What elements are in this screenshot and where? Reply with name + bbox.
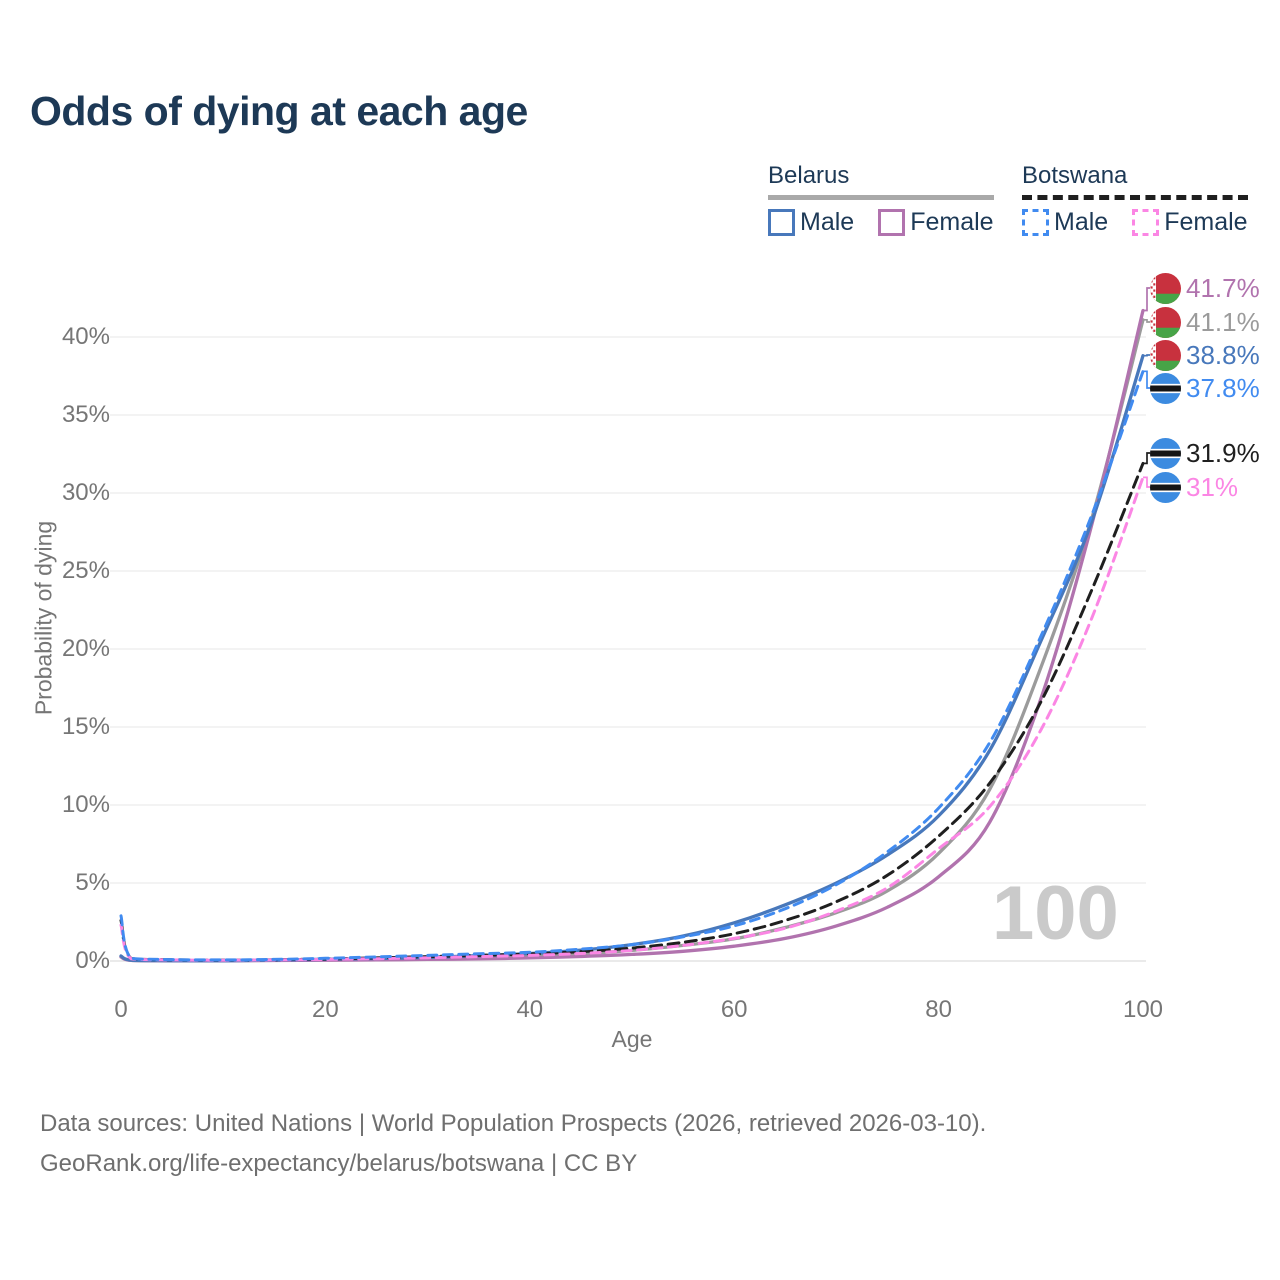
chart-title: Odds of dying at each age [30,88,528,134]
botswana-male-swatch-icon [1022,209,1049,236]
x-tick-label: 80 [925,996,952,1023]
end-label: 31% [1150,470,1238,504]
botswana-flag-icon [1150,471,1181,503]
series-line-belarus-both-sexes [119,318,1145,963]
legend-item-botswana-female[interactable]: Female [1132,208,1248,237]
legend-item-label: Female [910,208,994,236]
end-label-value: 41.1% [1186,306,1260,337]
end-label-connector [1143,318,1151,323]
belarus-female-swatch-icon [878,209,906,236]
end-label-connector [1143,287,1151,312]
legend-item-belarus-female[interactable]: Female [878,208,994,237]
botswana-flag-icon [1150,372,1181,404]
end-label-value: 38.8% [1186,339,1260,370]
hover-age-watermark: 100 [992,871,1119,956]
legend-item-label: Female [1164,208,1248,236]
footer-source-url: GeoRank.org/life-expectancy/belarus/bots… [40,1150,638,1177]
x-tick-label: 40 [516,996,544,1023]
belarus-flag-icon [1150,306,1181,338]
y-tick-label: 15% [61,713,110,740]
footer-data-sources: Data sources: United Nations | World Pop… [40,1110,987,1137]
series-line-botswana-male [119,369,1145,962]
belarus-flag-icon [1150,339,1181,371]
y-tick-label: 20% [61,635,110,662]
end-label-value: 37.8% [1186,372,1260,403]
y-tick-label: 30% [61,479,110,506]
end-label: 38.8% [1150,338,1260,372]
y-tick-label: 35% [61,401,110,428]
x-tick-label: 100 [1122,996,1164,1023]
y-tick-label: 40% [61,323,110,350]
legend-underline-botswana-dashed [1022,195,1248,200]
end-label-connector [1143,452,1151,465]
belarus-flag-icon [1150,272,1181,304]
end-label: 41.7% [1150,271,1260,305]
end-label: 31.9% [1150,436,1260,470]
end-label: 37.8% [1150,371,1260,405]
legend-item-label: Male [1054,208,1109,236]
end-label-value: 41.7% [1186,272,1260,303]
y-tick-label: 0% [75,947,110,974]
end-label: 41.1% [1150,305,1260,339]
legend-item-belarus-male[interactable]: Male [768,208,854,237]
botswana-flag-icon [1150,437,1181,469]
botswana-female-swatch-icon [1132,209,1160,236]
legend-item-label: Male [800,208,855,236]
legend-group-belarus: Belarus Male Female [768,162,994,237]
y-tick-label: 5% [75,869,110,896]
series-line-belarus-female [119,308,1145,963]
series-line-botswana-both-sexes [119,461,1145,962]
end-label-connector [1143,354,1151,357]
end-label-value: 31.9% [1186,437,1260,468]
series-line-belarus-male [119,354,1145,963]
y-tick-label: 25% [61,557,110,584]
legend-group-botswana: Botswana Male Female [1022,162,1248,237]
legend-underline-belarus-solid [768,195,994,200]
x-tick-label: 0 [114,996,128,1023]
footer: Data sources: United Nations | World Pop… [40,1104,986,1184]
belarus-male-swatch-icon [768,209,795,236]
series-line-botswana-female [119,475,1145,962]
legend-item-botswana-male[interactable]: Male [1022,208,1108,237]
x-axis-title: Age [611,1026,653,1052]
y-tick-label: 10% [61,791,110,818]
end-label-connector [1143,370,1151,389]
end-label-value: 31% [1186,471,1239,502]
legend-country-belarus: Belarus [768,162,850,189]
legend-country-botswana: Botswana [1022,162,1128,189]
x-tick-label: 60 [720,996,748,1023]
x-tick-label: 20 [312,996,339,1023]
end-label-connector [1143,476,1151,488]
